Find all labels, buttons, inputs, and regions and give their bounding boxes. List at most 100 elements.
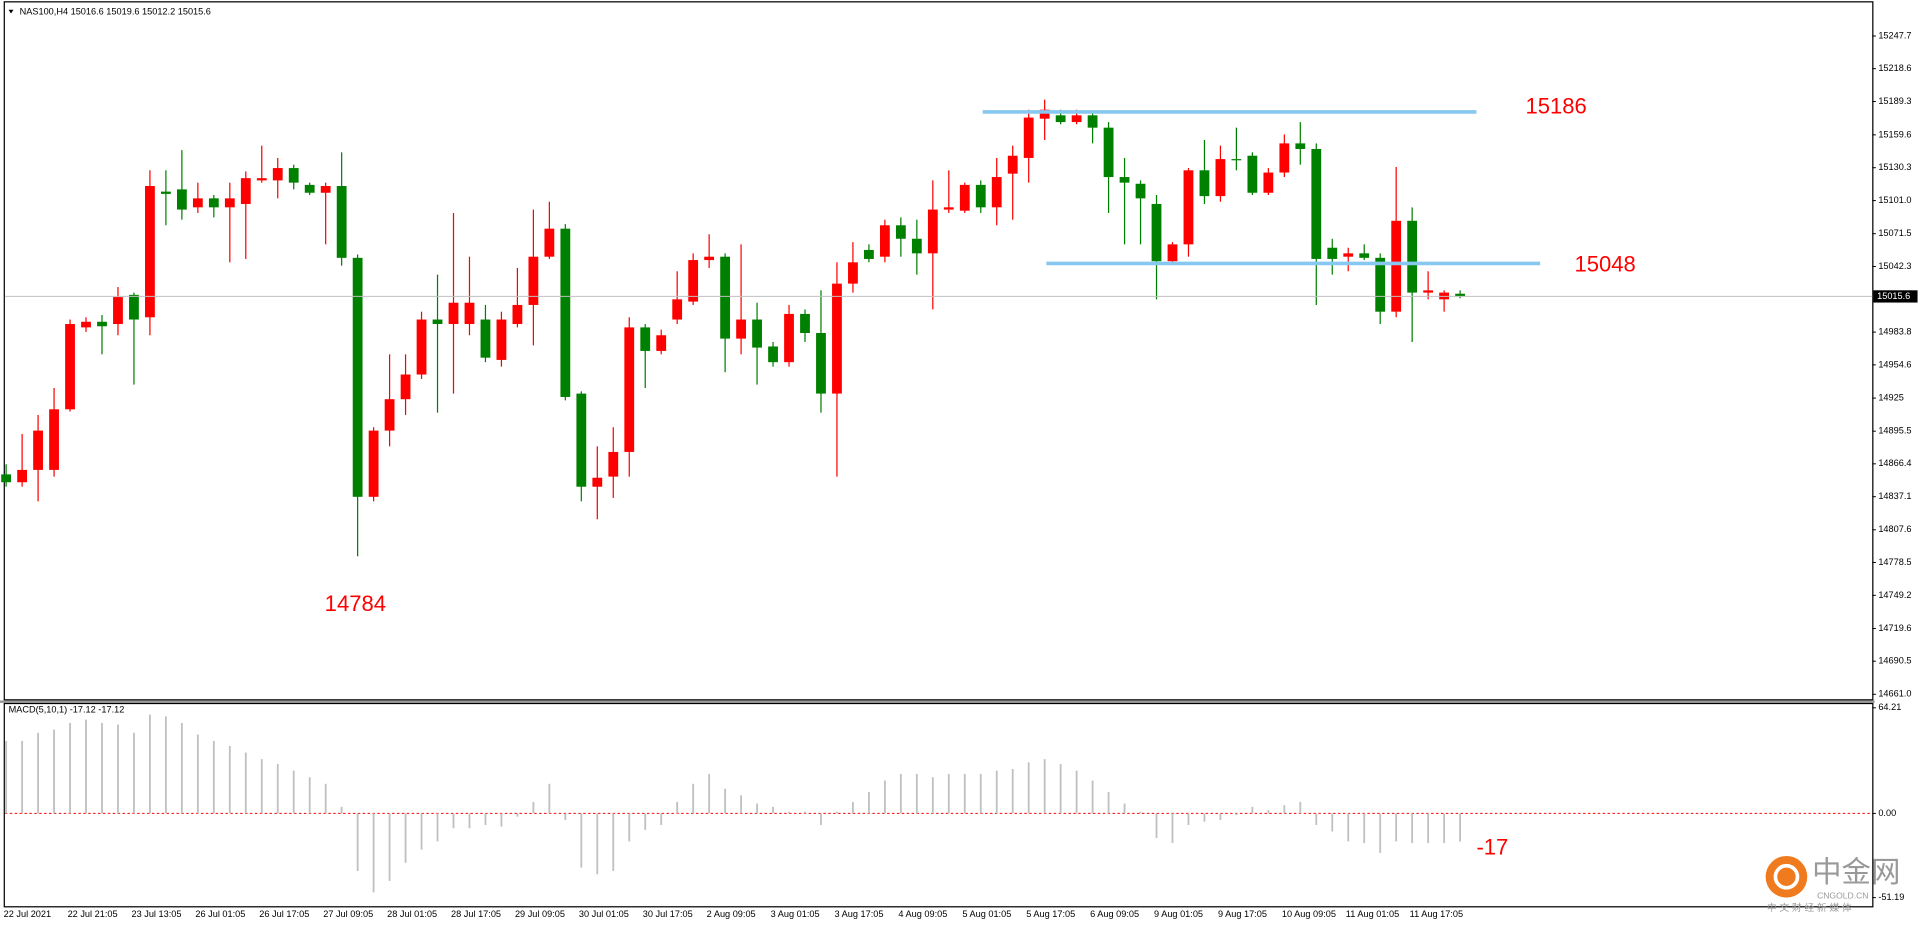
y-tick-label: 14983.8 (1878, 327, 1911, 337)
candle-body (608, 451, 619, 477)
y-tick-label: 14749.2 (1878, 590, 1911, 600)
candle-body (272, 168, 283, 181)
menu-triangle (8, 9, 14, 14)
y-tick-label: 15218.6 (1878, 63, 1911, 73)
candle-body (288, 168, 299, 183)
candle-body (1247, 155, 1258, 193)
candle-body (1087, 115, 1098, 128)
candle-body (49, 409, 59, 470)
candle-body (688, 260, 699, 302)
x-tick-label: 2 Aug 09:05 (707, 909, 756, 919)
candle-body (848, 262, 858, 284)
candle-body (1055, 115, 1066, 123)
candle-body (1, 474, 12, 483)
candle-body (879, 225, 890, 257)
candle-body (1263, 172, 1274, 193)
candle-body (864, 249, 874, 259)
candle-body (672, 299, 683, 320)
candle-body (1151, 203, 1162, 262)
watermark-site: CNGOLD.CN (1817, 891, 1868, 901)
candle-body (656, 335, 667, 351)
last-price-label: 15015.6 (1877, 291, 1910, 301)
candle-body (800, 313, 810, 333)
candle-body (1343, 253, 1354, 257)
candle-body (384, 399, 395, 431)
candle-body (416, 319, 427, 375)
candle-body (991, 177, 1002, 208)
annotation: -17 (1476, 834, 1508, 859)
x-tick-label: 30 Jul 01:05 (579, 909, 629, 919)
candle-body (161, 191, 171, 194)
candle-body (1327, 247, 1338, 259)
candle-body (752, 319, 762, 348)
candle-body (1231, 159, 1242, 161)
candle-body (129, 294, 139, 320)
x-tick-label: 9 Aug 17:05 (1218, 909, 1267, 919)
candle-body (480, 319, 491, 358)
candle-body (975, 184, 986, 208)
candle-body (1199, 170, 1210, 197)
candle-body (1103, 127, 1114, 178)
candle-body (113, 297, 123, 325)
candle-body (1391, 220, 1402, 312)
logo (1765, 855, 1808, 898)
x-tick-label: 4 Aug 09:05 (898, 909, 947, 919)
macd-title: MACD(5,10,1) -17.12 -17.12 (9, 705, 125, 715)
candle-body (1279, 143, 1290, 173)
candle-body (336, 186, 347, 258)
candle-body (927, 209, 938, 254)
candle-body (224, 198, 235, 208)
candle-body (1455, 293, 1465, 296)
watermark-slogan: 中 文 财 经 新 媒 体 (1767, 901, 1852, 914)
candle-body (592, 477, 603, 487)
x-tick-label: 11 Aug 01:05 (1346, 909, 1399, 919)
y-tick-label: 0.00 (1878, 808, 1896, 818)
candle-body (464, 302, 475, 325)
candle-body (320, 186, 331, 193)
candle-body (208, 198, 219, 208)
y-tick-label: 14837.1 (1878, 491, 1911, 501)
candle-body (368, 430, 379, 497)
x-tick-label: 9 Aug 01:05 (1154, 909, 1203, 919)
candle-body (17, 469, 28, 483)
candle-body (448, 302, 459, 325)
candle-body (624, 327, 635, 452)
candle-body (1359, 253, 1370, 258)
y-tick-label: 15247.7 (1878, 30, 1911, 40)
candle-body (1183, 170, 1194, 245)
watermark-brand: 中金网 (1812, 856, 1900, 889)
annotation: 15186 (1525, 94, 1586, 119)
x-tick-label: 30 Jul 17:05 (643, 909, 693, 919)
x-tick-label: 3 Aug 17:05 (835, 909, 884, 919)
candle-body (432, 319, 443, 325)
candle-body (576, 393, 587, 487)
candle-body (81, 321, 91, 328)
y-tick-label: 15130.3 (1878, 162, 1911, 172)
x-tick-label: 6 Aug 09:05 (1090, 909, 1139, 919)
candle-body (1039, 109, 1050, 119)
main-pane (3, 1, 1874, 701)
y-tick-label: 15189.3 (1878, 96, 1911, 106)
x-tick-label: 28 Jul 17:05 (451, 909, 501, 919)
candle-body (911, 238, 922, 254)
candle-body (1295, 143, 1306, 149)
candle-body (176, 189, 187, 210)
y-tick-label: 14690.5 (1878, 656, 1911, 666)
candle-body (895, 225, 906, 239)
candle-body (544, 228, 555, 257)
y-tick-label: 64.21 (1878, 702, 1901, 712)
y-tick-label: 14925 (1878, 393, 1904, 403)
candle-body (1119, 177, 1130, 183)
candle-body (640, 327, 651, 351)
candle-body (192, 198, 203, 208)
candle-body (97, 321, 107, 327)
candle-body (736, 319, 746, 339)
x-tick-label: 26 Jul 17:05 (259, 909, 309, 919)
candle-body (256, 178, 267, 181)
candle-body (768, 346, 778, 363)
candle-body (33, 430, 43, 470)
candle-body (1023, 117, 1034, 158)
x-tick-label: 23 Jul 13:05 (131, 909, 181, 919)
candle-body (959, 184, 970, 211)
